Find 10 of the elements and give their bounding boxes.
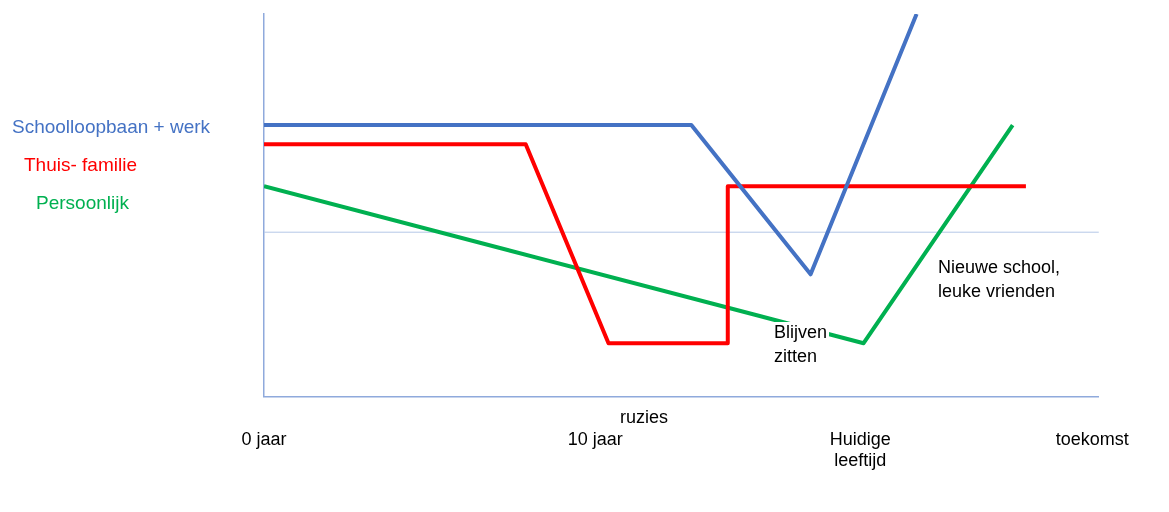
x-tick-label: Huidige leeftijd — [829, 428, 891, 471]
text: Schoolloopbaan + werk — [12, 115, 211, 139]
text: Thuis- familie — [23, 153, 138, 177]
annotation: Blijven zitten — [774, 321, 828, 366]
x-tick-label: 0 jaar — [241, 428, 287, 449]
x-tick-label: 10 jaar — [567, 428, 623, 449]
annotation: Nieuwe school, leuke vrienden — [938, 256, 1061, 301]
text: Persoonlijk — [35, 191, 130, 215]
x-tick-label: toekomst — [1055, 428, 1129, 449]
text: ruzies — [620, 406, 669, 427]
